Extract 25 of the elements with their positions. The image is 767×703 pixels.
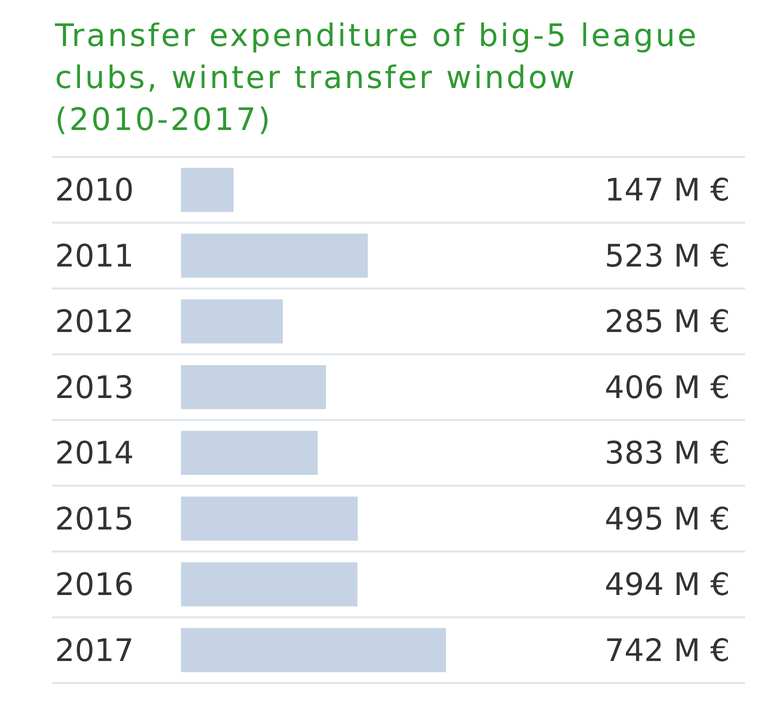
bar bbox=[181, 628, 446, 672]
bar bbox=[181, 168, 234, 212]
bar bbox=[181, 430, 318, 475]
y-tick-label: 2013 bbox=[55, 370, 134, 406]
y-tick-label: 2012 bbox=[55, 304, 134, 340]
data-label: 383 M € bbox=[604, 436, 730, 472]
bar bbox=[181, 365, 326, 410]
data-label: 495 M € bbox=[604, 501, 730, 538]
bar bbox=[181, 496, 358, 541]
data-label: 742 M € bbox=[604, 632, 730, 669]
y-tick-label: 2010 bbox=[55, 172, 134, 209]
data-label: 406 M € bbox=[604, 370, 730, 406]
data-label: 147 M € bbox=[604, 172, 730, 209]
y-tick-label: 2015 bbox=[55, 501, 134, 538]
data-label: 285 M € bbox=[604, 304, 730, 340]
bar bbox=[181, 234, 368, 278]
data-label: 494 M € bbox=[604, 567, 730, 604]
y-tick-label: 2017 bbox=[55, 632, 134, 669]
bar bbox=[181, 299, 283, 344]
y-tick-label: 2016 bbox=[55, 567, 134, 604]
chart-title: Transfer expenditure of big-5 league clubs, winter transfer window (2010-2017) bbox=[54, 18, 699, 138]
bar bbox=[181, 562, 358, 606]
y-tick-label: 2011 bbox=[55, 238, 134, 274]
data-label: 523 M € bbox=[604, 238, 730, 274]
y-tick-label: 2014 bbox=[55, 436, 134, 472]
